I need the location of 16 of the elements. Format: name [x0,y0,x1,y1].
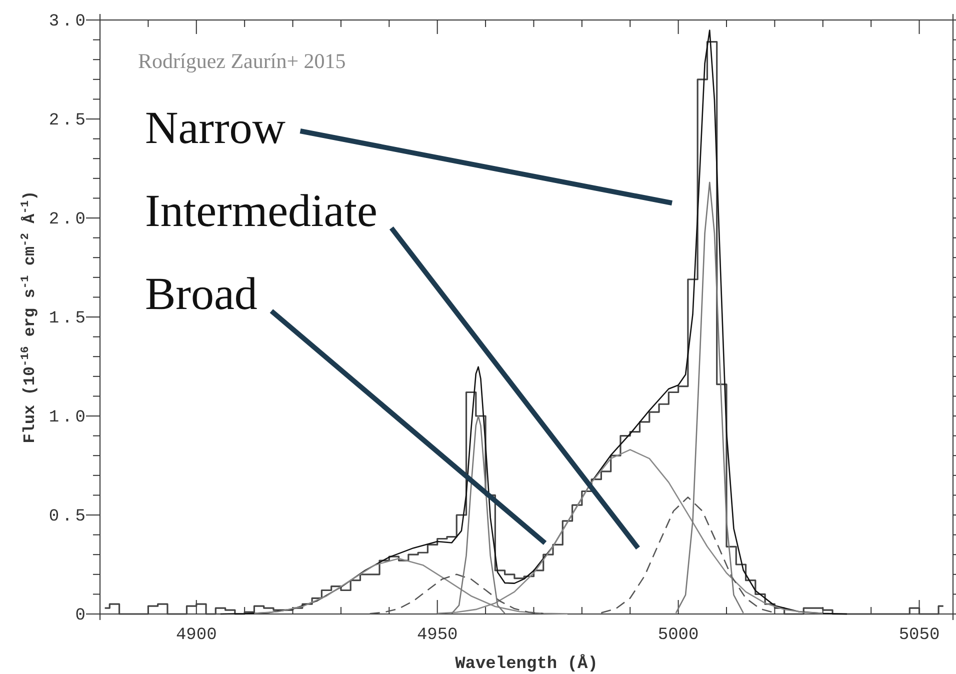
x-tick-label: 4900 [176,626,217,646]
annotation: Intermediate [145,185,378,236]
annotation: Rodríguez Zaurín+ 2015 [138,49,346,73]
annotation: Broad [145,268,258,319]
x-tick-label: 5050 [898,626,940,646]
y-tick-label: 1.5 [48,309,88,328]
annotation: Narrow [145,102,286,153]
y-tick-label: 2.5 [48,111,88,130]
y-tick-label: 3.0 [48,12,88,32]
x-tick-label: 4950 [416,626,458,646]
x-axis-title: Wavelength (Å) [455,654,598,674]
y-tick-label: 2.0 [48,210,88,230]
y-tick-label: 0 [75,606,88,626]
y-tick-label: 1.0 [48,408,88,428]
y-tick-label: 0.5 [48,507,88,526]
x-tick-label: 5000 [658,626,699,646]
